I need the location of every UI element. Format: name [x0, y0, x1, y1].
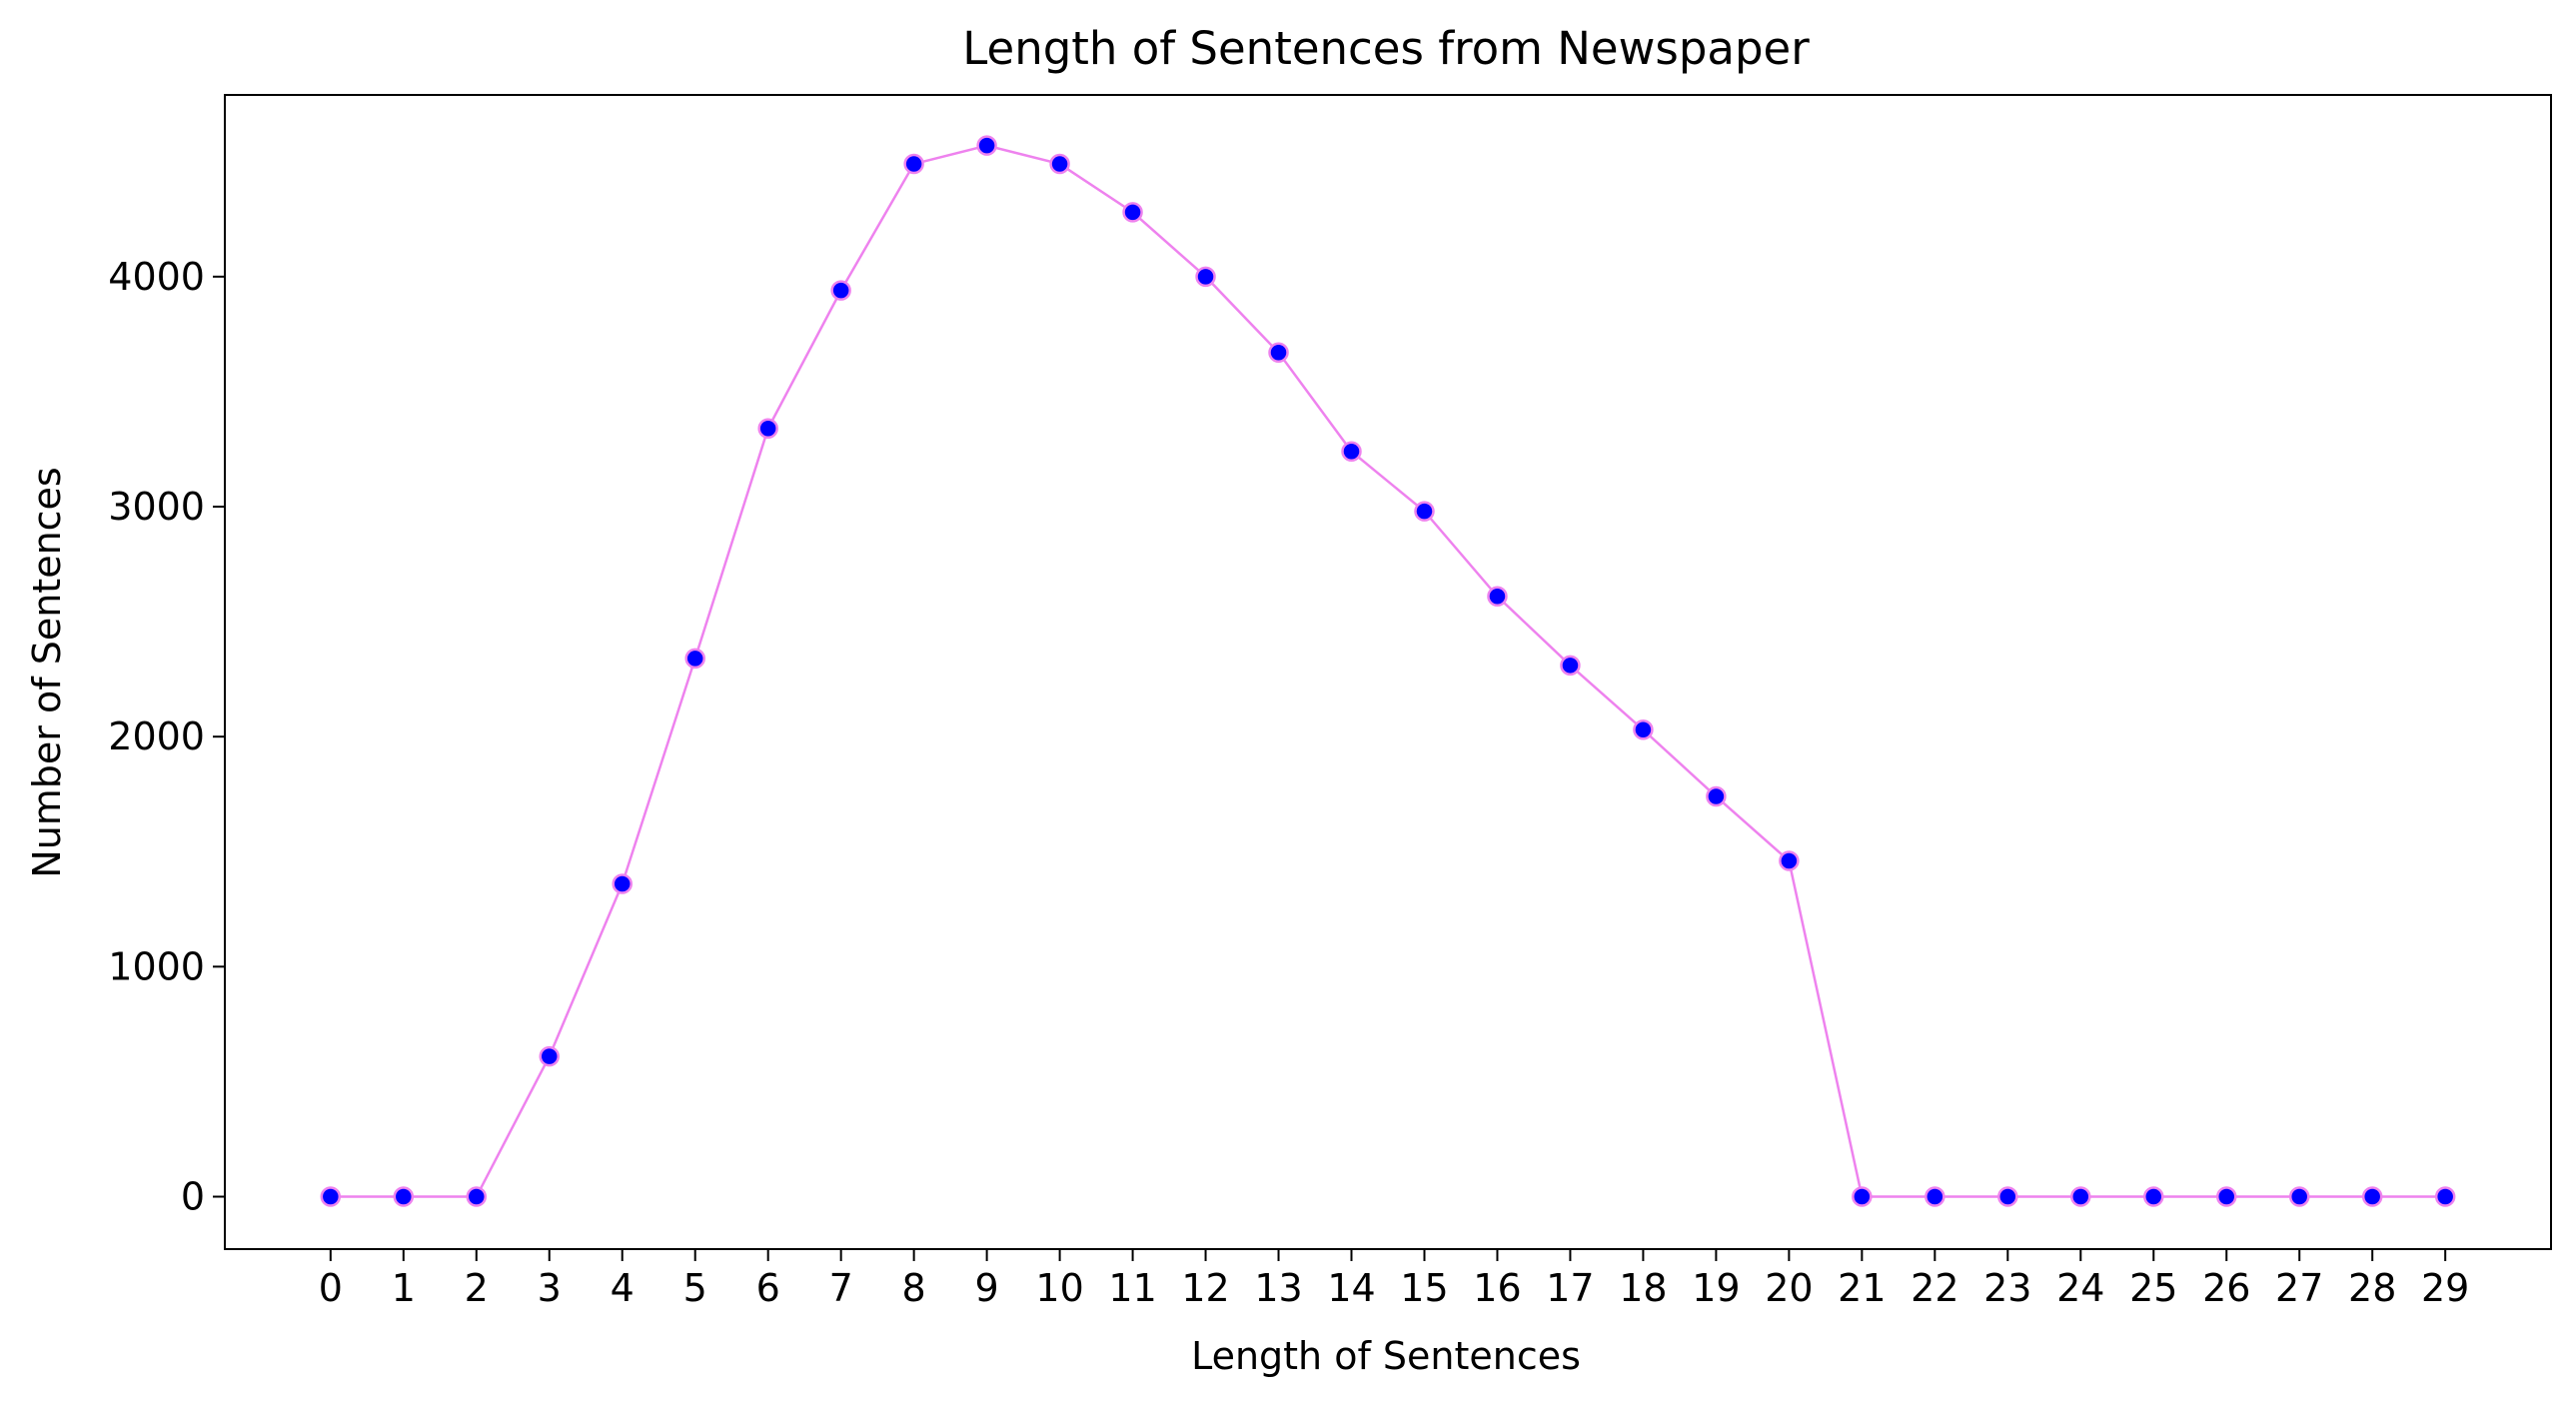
- x-tick-label: 5: [683, 1266, 707, 1310]
- data-point: [684, 648, 705, 670]
- x-tick-label: 21: [1838, 1266, 1886, 1310]
- y-tick-label: 2000: [108, 714, 205, 758]
- x-tick-label: 8: [902, 1266, 926, 1310]
- plot-area: [320, 135, 2456, 1207]
- y-tick-label: 1000: [108, 944, 205, 988]
- x-tick-label: 26: [2202, 1266, 2250, 1310]
- x-tick-label: 17: [1546, 1266, 1594, 1310]
- data-point: [539, 1045, 561, 1067]
- data-point: [466, 1186, 488, 1207]
- x-tick-label: 9: [975, 1266, 999, 1310]
- data-point: [1779, 850, 1800, 871]
- x-tick-label: 12: [1181, 1266, 1229, 1310]
- x-tick-label: 24: [2056, 1266, 2104, 1310]
- x-tick-label: 16: [1473, 1266, 1521, 1310]
- x-tick-label: 14: [1327, 1266, 1375, 1310]
- y-tick-label: 0: [181, 1175, 205, 1219]
- x-tick-label: 18: [1619, 1266, 1667, 1310]
- data-point: [1049, 153, 1070, 175]
- x-tick-label: 29: [2421, 1266, 2469, 1310]
- x-tick-label: 23: [1983, 1266, 2031, 1310]
- data-point: [757, 418, 778, 439]
- x-tick-label: 2: [465, 1266, 489, 1310]
- data-point: [1852, 1186, 1873, 1207]
- data-point: [1268, 342, 1289, 364]
- data-point: [1560, 655, 1581, 677]
- x-tick-label: 11: [1108, 1266, 1156, 1310]
- x-tick-label: 15: [1400, 1266, 1448, 1310]
- x-tick-label: 22: [1911, 1266, 1958, 1310]
- x-tick-label: 27: [2275, 1266, 2323, 1310]
- x-tick-label: 28: [2348, 1266, 2396, 1310]
- y-axis: 0 1000 2000 3000 4000: [108, 255, 225, 1219]
- data-point: [1925, 1186, 1945, 1207]
- data-point: [320, 1186, 342, 1207]
- data-point: [1706, 785, 1727, 807]
- data-point: [1122, 202, 1143, 223]
- x-tick-label: 3: [538, 1266, 562, 1310]
- x-tick-label: 10: [1035, 1266, 1083, 1310]
- series-line: [330, 144, 2446, 1198]
- x-axis: 0 1 2 3 4 5 6 7 8 9 10 11 12 13 14 15 16 17 18 19 20 21 22 23 24…: [319, 1249, 2469, 1310]
- x-tick-label: 7: [829, 1266, 853, 1310]
- x-tick-label: 1: [392, 1266, 416, 1310]
- data-point: [830, 280, 851, 301]
- y-axis-label: Number of Sentences: [25, 467, 69, 877]
- y-tick-label: 4000: [108, 255, 205, 299]
- x-tick-label: 13: [1254, 1266, 1302, 1310]
- data-point: [2215, 1186, 2237, 1207]
- x-tick-label: 25: [2129, 1266, 2177, 1310]
- data-point: [976, 135, 997, 156]
- data-point: [903, 153, 924, 175]
- x-tick-label: 0: [319, 1266, 343, 1310]
- x-tick-label: 20: [1765, 1266, 1813, 1310]
- data-point: [1633, 719, 1654, 740]
- data-point: [1414, 501, 1435, 522]
- data-point: [1195, 266, 1216, 288]
- data-point: [393, 1186, 415, 1207]
- data-point: [2143, 1186, 2164, 1207]
- data-point: [1487, 586, 1508, 608]
- data-point: [2361, 1186, 2383, 1207]
- x-tick-label: 19: [1692, 1266, 1740, 1310]
- data-point: [1997, 1186, 2018, 1207]
- data-point: [2434, 1186, 2456, 1207]
- plot-frame: [224, 94, 2552, 1250]
- data-point: [612, 873, 633, 894]
- y-tick-label: 3000: [108, 485, 205, 529]
- data-point: [1341, 441, 1362, 463]
- data-point: [2070, 1186, 2091, 1207]
- x-tick-label: 6: [756, 1266, 780, 1310]
- x-tick-label: 4: [611, 1266, 635, 1310]
- chart-title: Length of Sentences from Newspaper: [962, 22, 1810, 75]
- x-axis-label: Length of Sentences: [1191, 1334, 1581, 1378]
- data-point: [2288, 1186, 2310, 1207]
